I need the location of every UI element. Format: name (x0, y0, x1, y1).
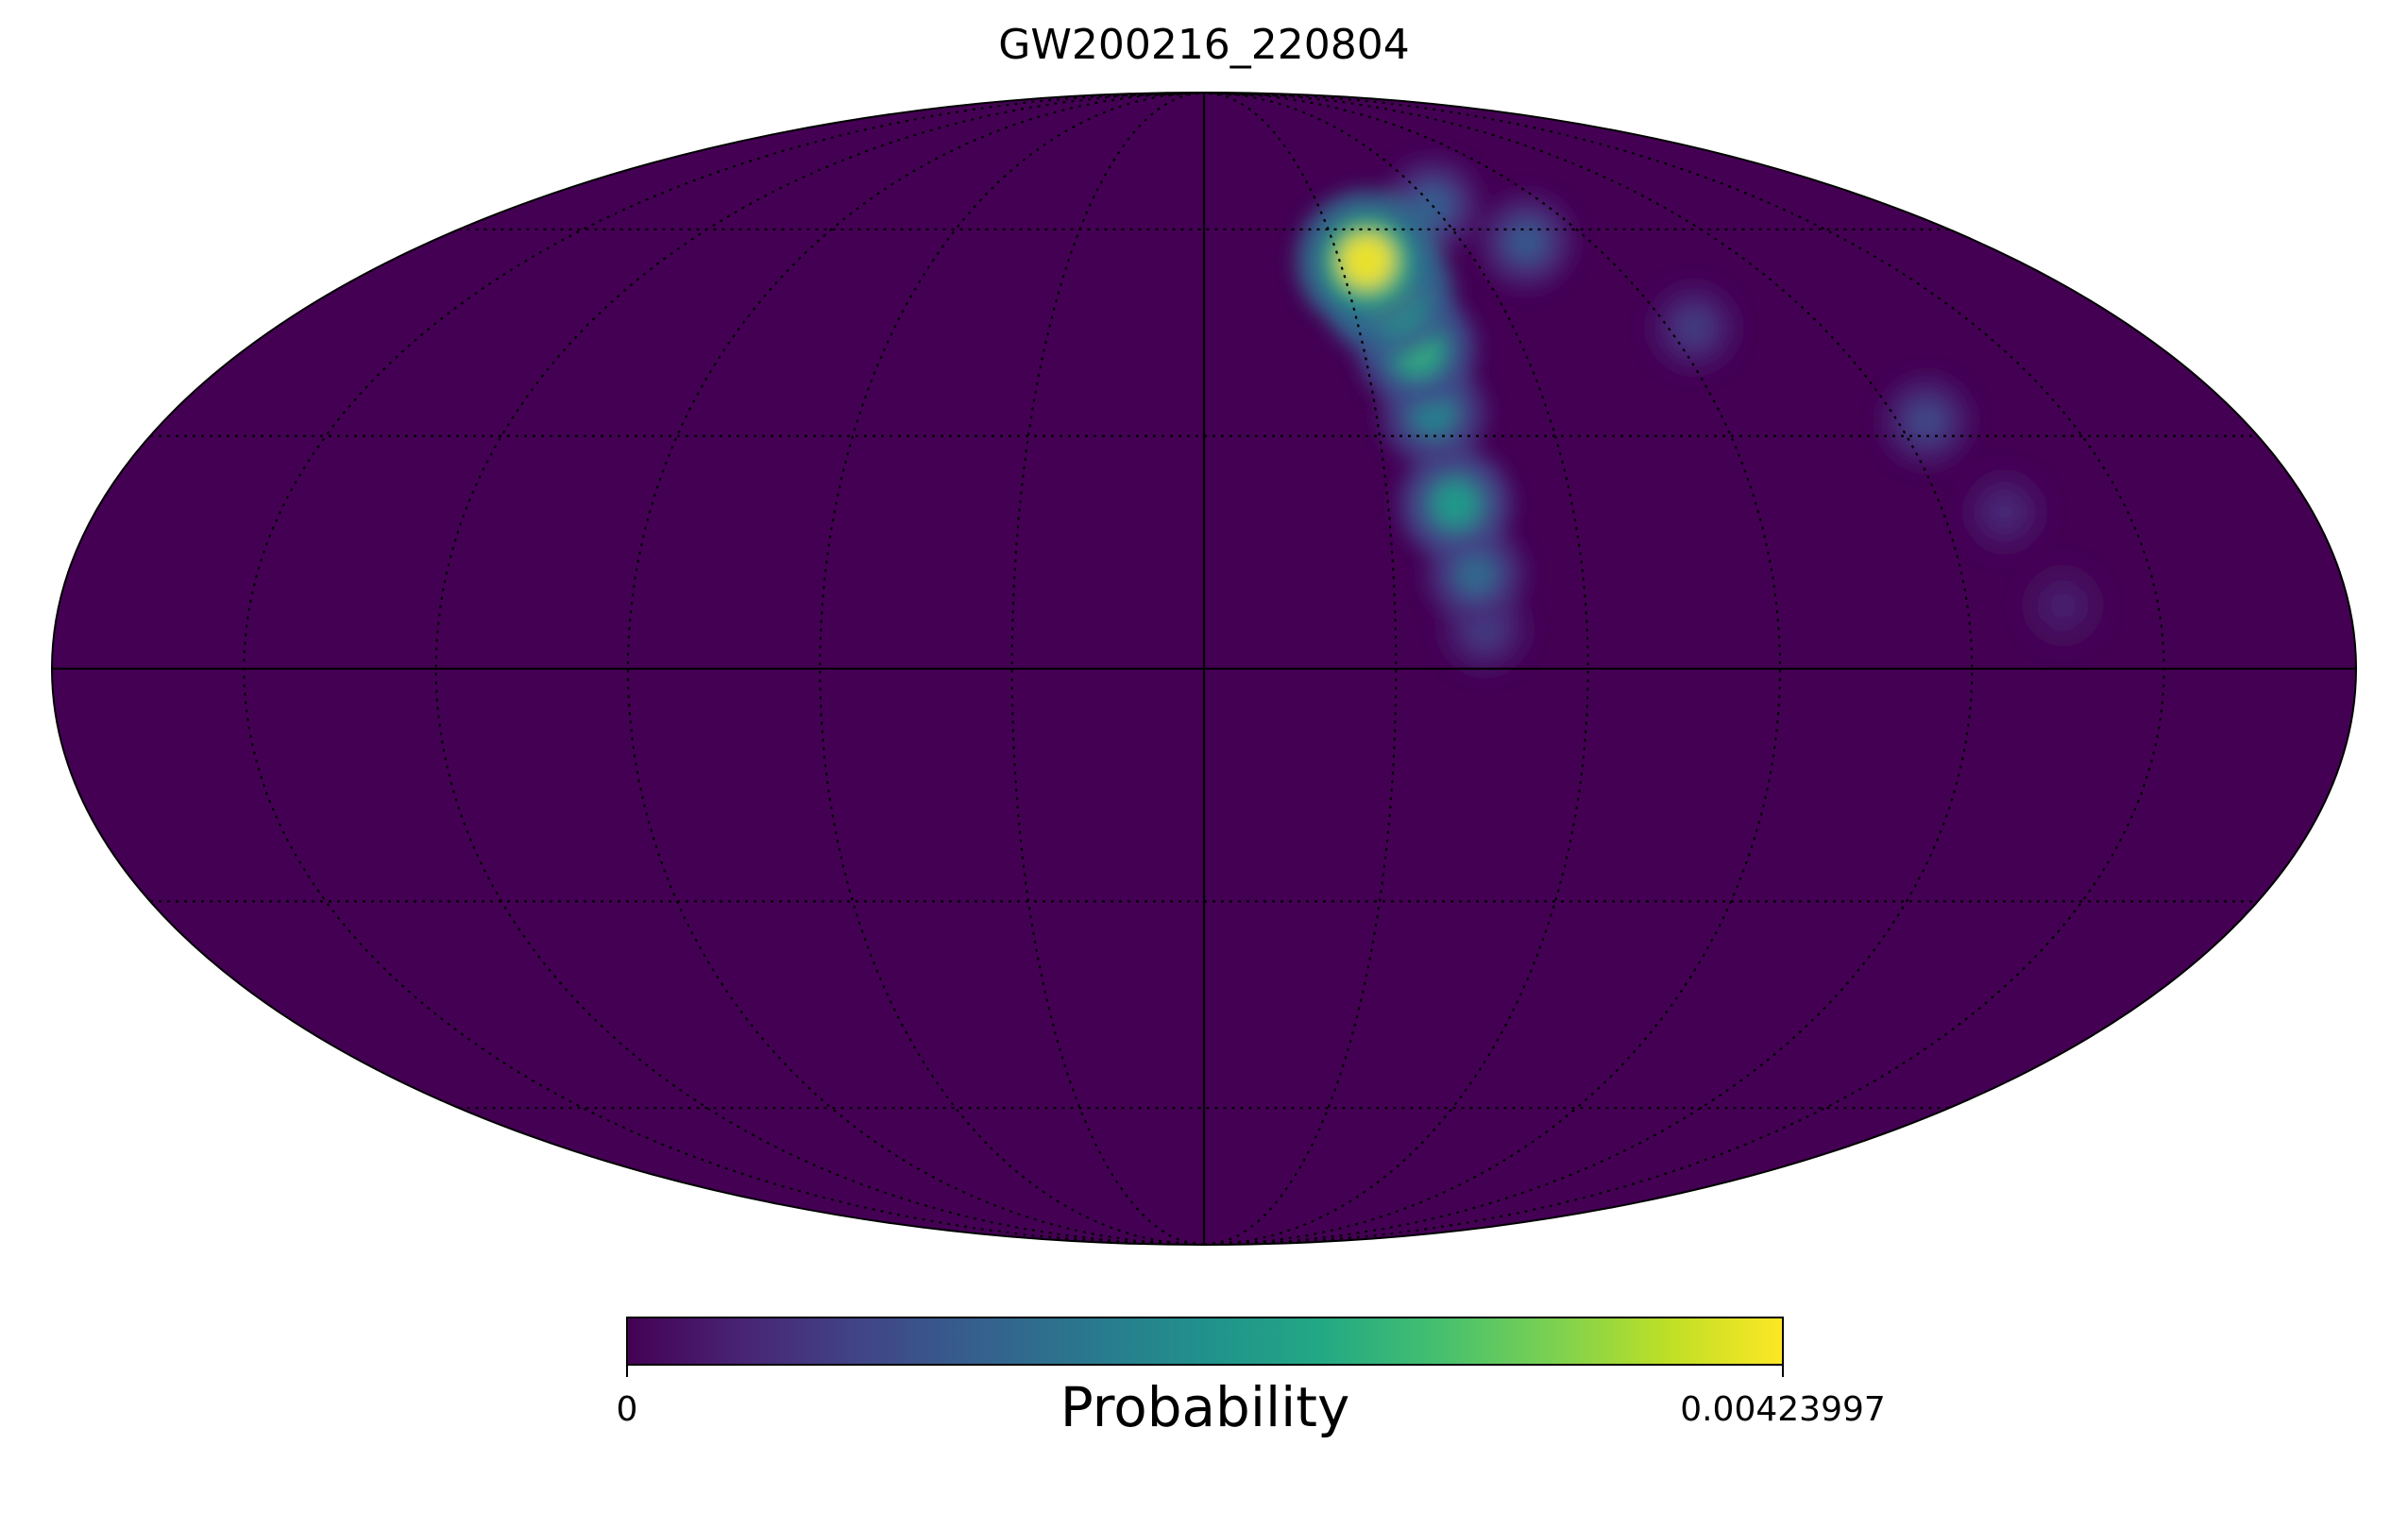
map-outline (51, 92, 2357, 1246)
colorbar-max-label: 0.00423997 (1680, 1390, 1886, 1429)
colorbar-min-label: 0 (617, 1390, 638, 1429)
probability-pixel (1677, 311, 1711, 345)
probability-pixel (1433, 483, 1478, 526)
colorbar-title: Probability (1060, 1375, 1350, 1439)
meridian-line (1203, 93, 1398, 1245)
graticule (52, 93, 2356, 1245)
meridian-line (1203, 93, 1782, 1245)
meridian-line (626, 93, 1205, 1245)
probability-pixel (2047, 589, 2078, 621)
map-title: GW200216_220804 (998, 21, 1410, 69)
probability-layer (1296, 158, 2104, 673)
probability-pixel (1988, 496, 2021, 529)
mollweide-map (51, 92, 2357, 1246)
probability-pixel (1908, 403, 1944, 439)
probability-pixel (1508, 223, 1545, 261)
colorbar-gradient (626, 1317, 1784, 1366)
probability-pixel (1339, 233, 1394, 288)
probability-pixel (1456, 554, 1495, 593)
colorbar: 0 Probability 0.00423997 (617, 1317, 1886, 1439)
